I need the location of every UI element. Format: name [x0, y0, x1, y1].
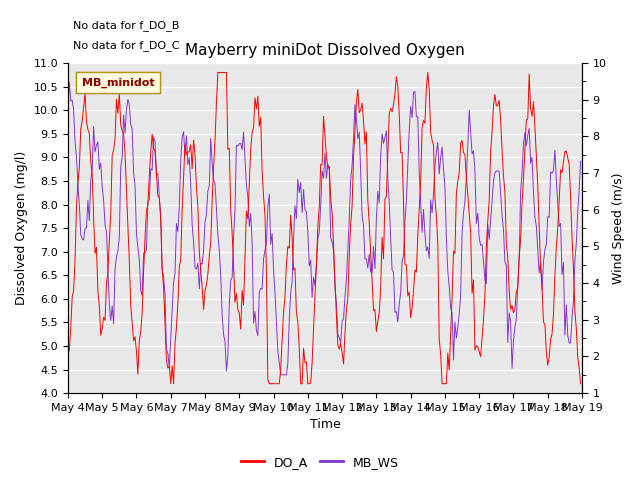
Legend: MB_minidot: MB_minidot	[76, 72, 160, 93]
Title: Mayberry miniDot Dissolved Oxygen: Mayberry miniDot Dissolved Oxygen	[185, 43, 465, 58]
Text: No data for f_DO_B: No data for f_DO_B	[73, 20, 179, 31]
Legend: DO_A, MB_WS: DO_A, MB_WS	[236, 451, 404, 474]
X-axis label: Time: Time	[310, 419, 340, 432]
Text: No data for f_DO_C: No data for f_DO_C	[73, 40, 180, 51]
Y-axis label: Wind Speed (m/s): Wind Speed (m/s)	[612, 172, 625, 284]
Y-axis label: Dissolved Oxygen (mg/l): Dissolved Oxygen (mg/l)	[15, 151, 28, 305]
